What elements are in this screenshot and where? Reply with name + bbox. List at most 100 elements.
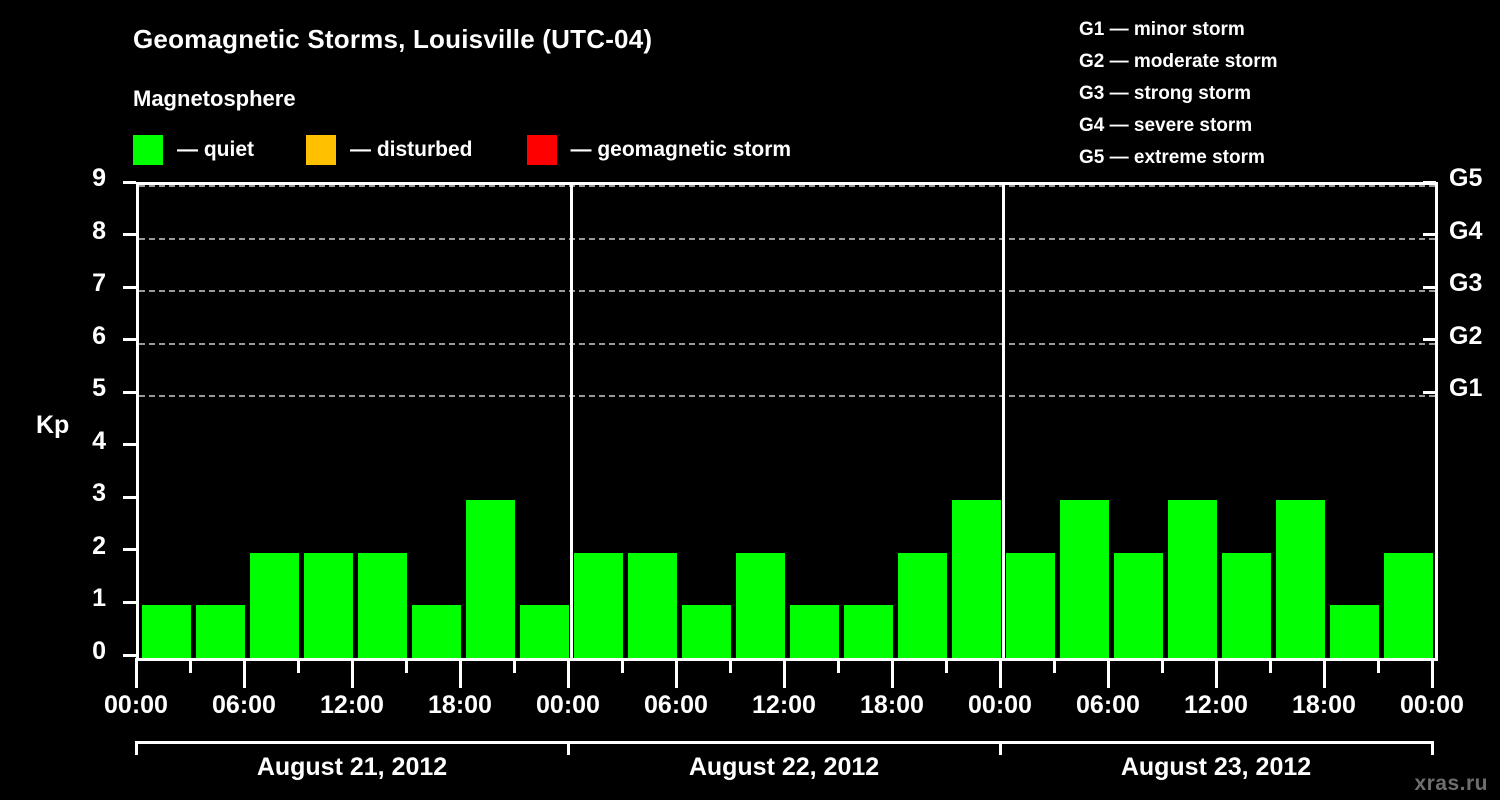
bar — [573, 552, 623, 658]
x-axis-label: 18:00 — [428, 691, 492, 719]
g-scale-label-g3: G3 — [1449, 269, 1483, 298]
x-axis-tick-minor — [404, 658, 408, 673]
y-axis-tick — [123, 495, 136, 499]
y-axis-tick — [123, 443, 136, 447]
y-axis-tick — [123, 600, 136, 604]
y-axis-label: 6 — [92, 321, 106, 350]
y-axis-tick — [123, 180, 136, 184]
x-axis-label: 18:00 — [1292, 691, 1356, 719]
x-axis-label: 06:00 — [1076, 691, 1140, 719]
x-axis-tick-major — [1322, 658, 1326, 688]
storm-scale-legend: G1 — minor storm G2 — moderate storm G3 … — [1079, 14, 1278, 174]
gridline-kp-7 — [139, 290, 1435, 293]
y-axis-tick — [123, 548, 136, 552]
gridline-kp-5 — [139, 395, 1435, 398]
day-separator — [1001, 185, 1005, 658]
y-axis-label: 2 — [92, 531, 106, 560]
orange-square-swatch — [306, 135, 336, 165]
bar — [1221, 552, 1271, 658]
x-axis-tick-minor — [296, 658, 300, 673]
y-axis-label: 8 — [92, 216, 106, 245]
g-scale-label-g1: G1 — [1449, 374, 1483, 403]
y-axis-label: 3 — [92, 479, 106, 508]
bar — [1005, 552, 1055, 658]
bar — [195, 605, 245, 658]
y-axis-label: 9 — [92, 164, 106, 192]
x-axis-label: 18:00 — [860, 691, 924, 719]
y-axis-tick — [123, 390, 136, 394]
g-scale-label-g2: G2 — [1449, 321, 1483, 350]
magnetosphere-legend: — quiet — disturbed — geomagnetic storm — [133, 134, 791, 166]
x-axis-tick-major — [350, 658, 354, 688]
green-square-swatch — [133, 135, 163, 165]
bar — [465, 500, 515, 658]
g-scale-label-g5: G5 — [1449, 164, 1483, 192]
x-axis-tick-minor — [944, 658, 948, 673]
date-label: August 23, 2012 — [1120, 753, 1312, 781]
bar — [411, 605, 461, 658]
y-axis-label: 4 — [92, 426, 106, 455]
gridline-kp-9 — [139, 185, 1435, 187]
x-axis-tick-major — [890, 658, 894, 688]
bar — [897, 552, 947, 658]
bar — [303, 552, 353, 658]
bar — [789, 605, 839, 658]
x-axis-tick-major — [566, 658, 570, 688]
storm-scale-g1: G1 — minor storm — [1079, 19, 1245, 40]
g-scale-tick — [1423, 338, 1436, 342]
bar — [1167, 500, 1217, 658]
y-axis-label: 5 — [92, 374, 106, 403]
gridline-kp-6 — [139, 342, 1435, 345]
day-separator — [569, 185, 573, 658]
bar — [843, 605, 893, 658]
storm-scale-g3: G3 — strong storm — [1079, 83, 1252, 104]
x-axis-tick-major — [242, 658, 246, 688]
y-axis-tick — [123, 653, 136, 657]
g-scale-label-g4: G4 — [1449, 216, 1483, 245]
bar — [1113, 552, 1163, 658]
bar — [1383, 552, 1433, 658]
storm-scale-g2: G2 — moderate storm — [1079, 51, 1278, 72]
y-axis-tick — [123, 233, 136, 237]
x-axis-tick-minor — [1376, 658, 1380, 673]
legend-item-storm: — geomagnetic storm — [526, 134, 791, 166]
x-axis-label: 12:00 — [752, 691, 816, 719]
bar — [519, 605, 569, 658]
x-axis-tick-minor — [1160, 658, 1164, 673]
plot-area — [136, 182, 1438, 661]
legend-label-disturbed: — disturbed — [350, 138, 473, 161]
g-scale-tick — [1423, 390, 1436, 394]
x-axis-label: 00:00 — [968, 691, 1032, 719]
x-axis-tick-major — [782, 658, 786, 688]
x-axis-tick-major — [1106, 658, 1110, 688]
x-axis-tick-major — [1430, 658, 1434, 688]
x-axis-tick-minor — [728, 658, 732, 673]
x-axis-tick-minor — [512, 658, 516, 673]
page-title: Geomagnetic Storms, Louisville (UTC-04) — [133, 24, 653, 54]
bar — [141, 605, 191, 658]
legend-item-quiet: — quiet — [133, 134, 254, 166]
bar — [1275, 500, 1325, 658]
x-axis-tick-minor — [1052, 658, 1056, 673]
x-axis-tick-major — [998, 658, 1002, 688]
bar — [249, 552, 299, 658]
bar — [951, 500, 1001, 658]
bar — [735, 552, 785, 658]
y-axis-tick — [123, 285, 136, 289]
date-label: August 22, 2012 — [688, 753, 880, 781]
x-axis-label: 12:00 — [1184, 691, 1248, 719]
g-scale-tick — [1423, 180, 1436, 184]
x-axis-tick-minor — [620, 658, 624, 673]
red-square-swatch — [526, 135, 557, 165]
x-axis-label: 06:00 — [212, 691, 276, 719]
x-axis-tick-major — [674, 658, 678, 688]
x-axis-label: 12:00 — [320, 691, 384, 719]
date-label: August 21, 2012 — [256, 753, 448, 781]
y-axis-label: 1 — [92, 584, 106, 613]
x-axis-label: 06:00 — [644, 691, 708, 719]
date-band — [998, 741, 1434, 755]
bar — [1059, 500, 1109, 658]
x-axis-label: 00:00 — [536, 691, 600, 719]
y-axis-label: 7 — [92, 269, 106, 298]
